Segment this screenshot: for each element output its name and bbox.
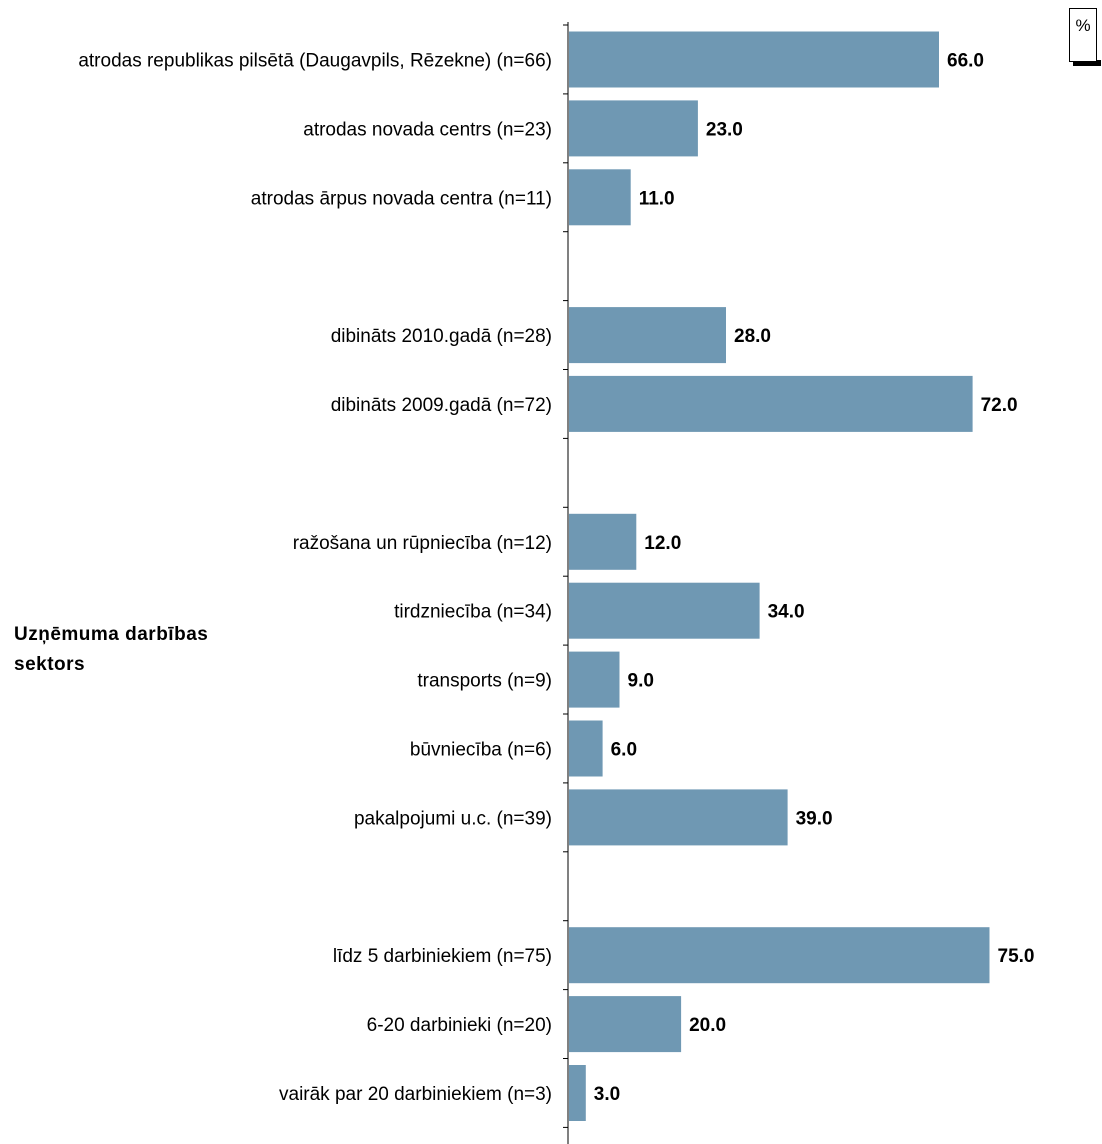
axis-ticks [563, 24, 568, 1128]
category-label: ražošana un rūpniecība (n=12) [293, 533, 552, 554]
data-label: 3.0 [594, 1084, 620, 1105]
labels-layer: atrodas republikas pilsētā (Daugavpils, … [78, 51, 1034, 1106]
category-label: atrodas novada centrs (n=23) [303, 119, 552, 140]
unit-box [1069, 8, 1097, 62]
bar [569, 307, 726, 364]
unit-box-shadow [1073, 60, 1101, 66]
bars-layer [569, 31, 990, 1121]
bar [569, 31, 939, 88]
data-label: 66.0 [947, 51, 984, 72]
data-label: 9.0 [628, 671, 654, 692]
category-label: atrodas ārpus novada centra (n=11) [251, 188, 552, 209]
category-label: pakalpojumi u.c. (n=39) [354, 808, 552, 829]
data-label: 39.0 [796, 808, 833, 829]
unit-label: % [1075, 16, 1091, 35]
category-label: būvniecība (n=6) [410, 740, 552, 761]
category-label: vairāk par 20 darbiniekiem (n=3) [279, 1084, 552, 1105]
data-label: 75.0 [998, 946, 1035, 967]
bar [569, 582, 760, 639]
group-label: Uzņēmuma darbības sektors [14, 624, 209, 675]
data-label: 12.0 [644, 533, 681, 554]
bar [569, 513, 637, 570]
category-label: dibināts 2010.gadā (n=28) [331, 326, 552, 347]
category-label: atrodas republikas pilsētā (Daugavpils, … [78, 51, 552, 72]
bar [569, 927, 990, 984]
bar [569, 996, 682, 1053]
category-label: 6-20 darbinieki (n=20) [367, 1015, 552, 1036]
bar [569, 169, 631, 226]
data-label: 28.0 [734, 326, 771, 347]
category-label: dibināts 2009.gadā (n=72) [331, 395, 552, 416]
bar [569, 1065, 586, 1121]
bar [569, 789, 788, 846]
data-label: 11.0 [639, 188, 675, 209]
bar [569, 100, 698, 157]
data-label: 23.0 [706, 119, 743, 140]
category-label: tirdzniecība (n=34) [394, 602, 552, 623]
category-label: transports (n=9) [417, 671, 552, 692]
bar [569, 375, 973, 432]
data-label: 6.0 [611, 740, 637, 761]
bar [569, 720, 603, 777]
data-label: 34.0 [768, 602, 805, 623]
data-label: 20.0 [689, 1015, 726, 1036]
category-label: līdz 5 darbiniekiem (n=75) [333, 946, 552, 967]
bar [569, 651, 620, 708]
data-label: 72.0 [981, 395, 1018, 416]
